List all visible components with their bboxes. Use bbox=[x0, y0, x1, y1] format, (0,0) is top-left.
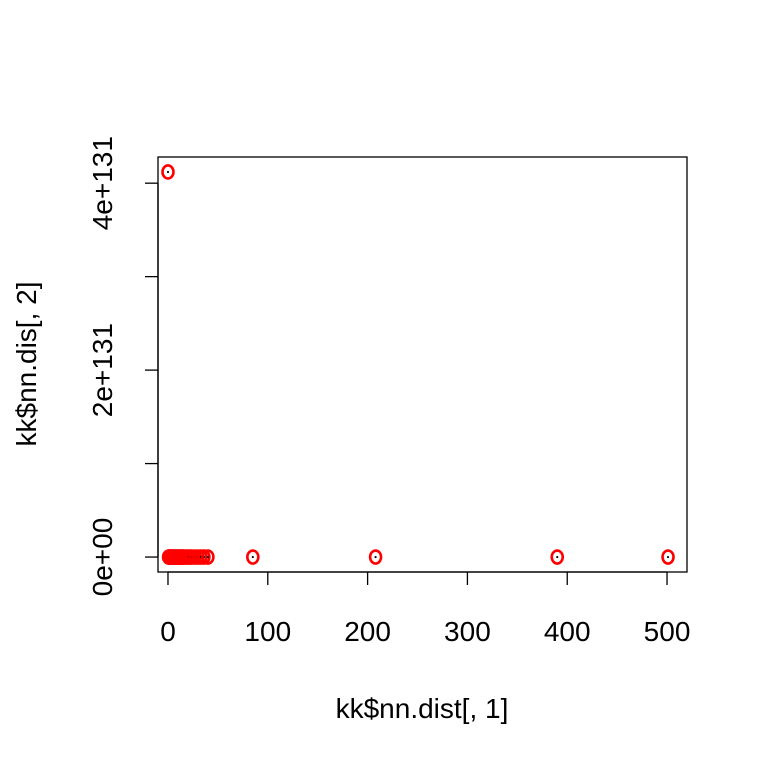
x-axis: 0 100 200 300 400 500 bbox=[160, 571, 691, 647]
data-point-center bbox=[251, 555, 254, 559]
data-point-center bbox=[374, 555, 377, 559]
x-tick-label: 200 bbox=[344, 616, 391, 647]
data-point bbox=[368, 549, 383, 565]
y-tick-label: 0e+00 bbox=[87, 518, 118, 597]
x-tick-label: 500 bbox=[644, 616, 691, 647]
data-point-center bbox=[666, 555, 670, 559]
x-tick-label: 0 bbox=[160, 616, 176, 647]
y-tick-label: 4e+131 bbox=[87, 136, 118, 230]
x-tick-label: 300 bbox=[444, 616, 491, 647]
data-points bbox=[161, 164, 675, 565]
x-tick-label: 400 bbox=[544, 616, 591, 647]
plot-frame bbox=[157, 156, 688, 573]
y-tick-label: 2e+131 bbox=[87, 323, 118, 417]
data-point bbox=[550, 549, 565, 565]
data-point bbox=[197, 549, 211, 565]
data-point-center bbox=[556, 555, 559, 559]
x-axis-label: kk$nn.dist[, 1] bbox=[336, 693, 509, 724]
y-axis: 0e+00 2e+131 4e+131 bbox=[87, 136, 159, 597]
y-axis-label: kk$nn.dis[, 2] bbox=[11, 282, 42, 447]
data-point bbox=[246, 549, 260, 565]
data-point bbox=[161, 164, 175, 180]
data-point bbox=[201, 549, 215, 565]
data-point bbox=[661, 549, 675, 565]
data-point-center bbox=[166, 170, 170, 174]
x-tick-label: 100 bbox=[244, 616, 291, 647]
data-point-center bbox=[206, 555, 210, 559]
